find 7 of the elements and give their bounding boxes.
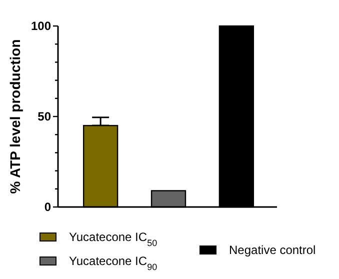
legend-label: Yucatecone IC$_{50}$ xyxy=(69,230,158,248)
y-tick-label: 100 xyxy=(30,19,52,34)
legend-label: Negative control xyxy=(229,243,316,258)
legend-label: Yucatecone IC$_{90}$ xyxy=(69,254,158,272)
y-tick-label: 0 xyxy=(44,200,52,214)
y-axis-title: % ATP level production xyxy=(7,39,23,194)
y-tick-label: 50 xyxy=(38,110,52,124)
